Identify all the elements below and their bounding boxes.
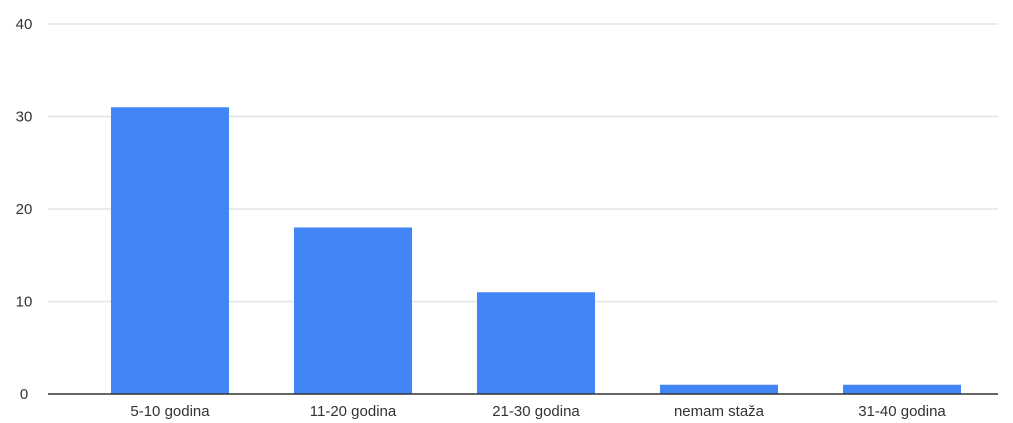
y-tick-label: 40 [16,16,33,33]
x-category-label: 5-10 godina [130,403,210,420]
bar-2[interactable] [294,227,412,395]
x-category-label: 11-20 godina [310,403,397,420]
y-tick-label: 0 [20,386,28,403]
bar-3[interactable] [477,292,595,394]
x-category-label: nemam staža [674,403,765,420]
x-category-label: 31-40 godina [858,403,946,420]
bar-1[interactable] [111,107,229,394]
bars [111,107,961,394]
bar-4[interactable] [660,384,778,394]
y-tick-label: 20 [16,201,33,218]
x-axis-category-labels: 5-10 godina 11-20 godina 21-30 godina nemam… [130,403,946,420]
y-tick-label: 10 [16,294,33,311]
y-tick-label: 30 [16,109,33,126]
x-category-label: 21-30 godina [492,403,580,420]
y-axis-tick-labels: 0 10 20 30 40 [16,16,33,403]
bar-5[interactable] [843,384,961,394]
